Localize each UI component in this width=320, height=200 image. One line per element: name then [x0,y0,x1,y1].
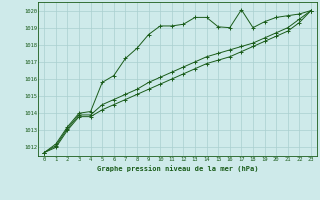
X-axis label: Graphe pression niveau de la mer (hPa): Graphe pression niveau de la mer (hPa) [97,165,258,172]
